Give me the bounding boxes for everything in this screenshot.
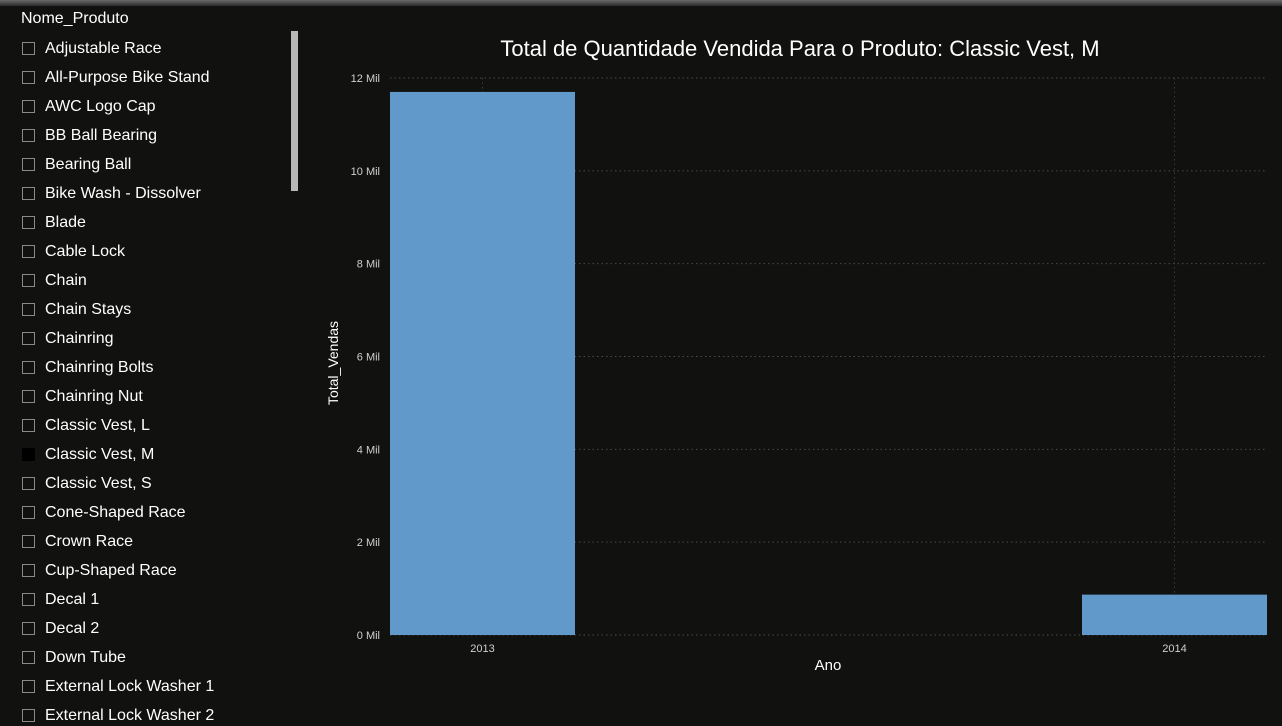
slicer-item-label: Down Tube [45, 649, 126, 667]
y-tick-label: 8 Mil [357, 259, 380, 271]
y-axis-label: Total_Vendas [325, 321, 341, 405]
slicer-item-label: Decal 1 [45, 591, 99, 609]
slicer-list: Adjustable Race All-Purpose Bike Stand AWC… [21, 34, 214, 726]
slicer-header: Nome_Produto [21, 10, 129, 28]
slicer-item[interactable]: Adjustable Race [21, 34, 214, 63]
slicer-item[interactable]: Decal 2 [21, 614, 214, 643]
checkbox[interactable] [22, 535, 35, 548]
slicer-item-label: Chainring [45, 330, 113, 348]
slicer-item-label: BB Ball Bearing [45, 127, 157, 145]
bar-2013[interactable] [390, 92, 575, 635]
product-slicer: Nome_Produto Adjustable Race All-Purpose … [0, 6, 300, 726]
checkbox[interactable] [22, 651, 35, 664]
slicer-item[interactable]: AWC Logo Cap [21, 92, 214, 121]
y-tick-label: 6 Mil [357, 352, 380, 364]
checkbox[interactable] [22, 564, 35, 577]
checkbox[interactable] [22, 187, 35, 200]
checkbox[interactable] [22, 709, 35, 722]
checkbox[interactable] [22, 303, 35, 316]
checkbox[interactable] [22, 42, 35, 55]
slicer-item[interactable]: Decal 1 [21, 585, 214, 614]
checkbox[interactable] [22, 506, 35, 519]
slicer-item-label: Cone-Shaped Race [45, 504, 186, 522]
y-tick-label: 0 Mil [357, 630, 380, 642]
slicer-item-label: Classic Vest, S [45, 475, 152, 493]
slicer-item[interactable]: BB Ball Bearing [21, 121, 214, 150]
slicer-item[interactable]: Bearing Ball [21, 150, 214, 179]
slicer-item-label: Classic Vest, L [45, 417, 150, 435]
checkbox[interactable] [22, 448, 35, 461]
x-tick-label: 2013 [470, 643, 494, 655]
y-tick-label: 10 Mil [351, 166, 380, 178]
slicer-item[interactable]: All-Purpose Bike Stand [21, 63, 214, 92]
bar-2014[interactable] [1082, 595, 1267, 635]
x-axis-label: Ano [815, 657, 842, 674]
checkbox[interactable] [22, 216, 35, 229]
slicer-item[interactable]: External Lock Washer 2 [21, 701, 214, 726]
y-tick-label: 12 Mil [351, 73, 380, 85]
slicer-item[interactable]: Down Tube [21, 643, 214, 672]
slicer-item[interactable]: Cable Lock [21, 237, 214, 266]
y-tick-label: 2 Mil [357, 537, 380, 549]
slicer-item[interactable]: Chainring Bolts [21, 353, 214, 382]
slicer-item[interactable]: Classic Vest, L [21, 411, 214, 440]
slicer-item-label: AWC Logo Cap [45, 98, 156, 116]
slicer-item-label: Adjustable Race [45, 40, 162, 58]
checkbox[interactable] [22, 593, 35, 606]
slicer-item-label: Bearing Ball [45, 156, 131, 174]
slicer-item[interactable]: Classic Vest, S [21, 469, 214, 498]
checkbox[interactable] [22, 332, 35, 345]
slicer-item[interactable]: Crown Race [21, 527, 214, 556]
slicer-item-label: Chain Stays [45, 301, 131, 319]
slicer-item[interactable]: Chainring [21, 324, 214, 353]
slicer-item[interactable]: Cone-Shaped Race [21, 498, 214, 527]
slicer-item[interactable]: Bike Wash - Dissolver [21, 179, 214, 208]
slicer-item-label: Decal 2 [45, 620, 99, 638]
checkbox[interactable] [22, 419, 35, 432]
slicer-item[interactable]: Classic Vest, M [21, 440, 214, 469]
checkbox[interactable] [22, 71, 35, 84]
slicer-item[interactable]: Cup-Shaped Race [21, 556, 214, 585]
slicer-item[interactable]: Chain Stays [21, 295, 214, 324]
checkbox[interactable] [22, 129, 35, 142]
x-tick-label: 2014 [1162, 643, 1186, 655]
slicer-item-label: External Lock Washer 2 [45, 707, 214, 725]
checkbox[interactable] [22, 680, 35, 693]
y-tick-label: 4 Mil [357, 444, 380, 456]
slicer-item-label: Cable Lock [45, 243, 125, 261]
slicer-item-label: Blade [45, 214, 86, 232]
slicer-item-label: Cup-Shaped Race [45, 562, 177, 580]
chart-area: Total de Quantidade Vendida Para o Produ… [300, 6, 1282, 726]
checkbox[interactable] [22, 158, 35, 171]
checkbox[interactable] [22, 477, 35, 490]
slicer-item[interactable]: Chain [21, 266, 214, 295]
checkbox[interactable] [22, 390, 35, 403]
slicer-item-label: All-Purpose Bike Stand [45, 69, 210, 87]
slicer-item[interactable]: Blade [21, 208, 214, 237]
slicer-item-label: Classic Vest, M [45, 446, 154, 464]
checkbox[interactable] [22, 622, 35, 635]
slicer-item-label: Chain [45, 272, 87, 290]
bar-chart: Total_Vendas Ano 0 Mil 2 Mil 4 Mil 6 Mil 8 M… [300, 6, 1282, 726]
checkbox[interactable] [22, 274, 35, 287]
slicer-item-label: Bike Wash - Dissolver [45, 185, 201, 203]
checkbox[interactable] [22, 245, 35, 258]
slicer-item-label: Crown Race [45, 533, 133, 551]
slicer-item-label: External Lock Washer 1 [45, 678, 214, 696]
slicer-item[interactable]: Chainring Nut [21, 382, 214, 411]
checkbox[interactable] [22, 361, 35, 374]
slicer-item-label: Chainring Bolts [45, 359, 154, 377]
slicer-scrollbar[interactable] [291, 31, 298, 191]
checkbox[interactable] [22, 100, 35, 113]
slicer-item-label: Chainring Nut [45, 388, 143, 406]
slicer-item[interactable]: External Lock Washer 1 [21, 672, 214, 701]
